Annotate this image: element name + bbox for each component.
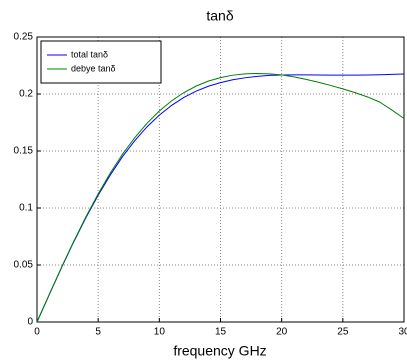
y-tick-label: 0.25: [14, 32, 34, 43]
y-tick-label: 0.1: [19, 203, 33, 214]
x-tick-label: 20: [276, 327, 288, 338]
x-tick-label: 30: [398, 327, 407, 338]
x-tick-label: 0: [34, 327, 40, 338]
x-tick-label: 5: [95, 327, 101, 338]
legend: total tanδ debye tanδ: [40, 40, 162, 84]
y-tick-label: 0.05: [14, 260, 34, 271]
x-tick-label: 10: [154, 327, 166, 338]
chart-title: tanδ: [206, 8, 233, 24]
x-tick-label: 25: [337, 327, 349, 338]
legend-box: [40, 40, 162, 84]
plot-frame: [36, 36, 405, 323]
y-tick-label: 0.2: [19, 89, 33, 100]
legend-label: total tanδ: [71, 49, 108, 59]
legend-label: debye tanδ: [71, 63, 116, 73]
x-tick-label: 15: [215, 327, 227, 338]
y-tick-label: 0.15: [14, 146, 34, 157]
data-line: [36, 73, 405, 323]
y-tick-label: 0: [27, 317, 33, 328]
data-line: [36, 72, 405, 323]
x-axis-label: frequency GHz: [173, 343, 266, 359]
